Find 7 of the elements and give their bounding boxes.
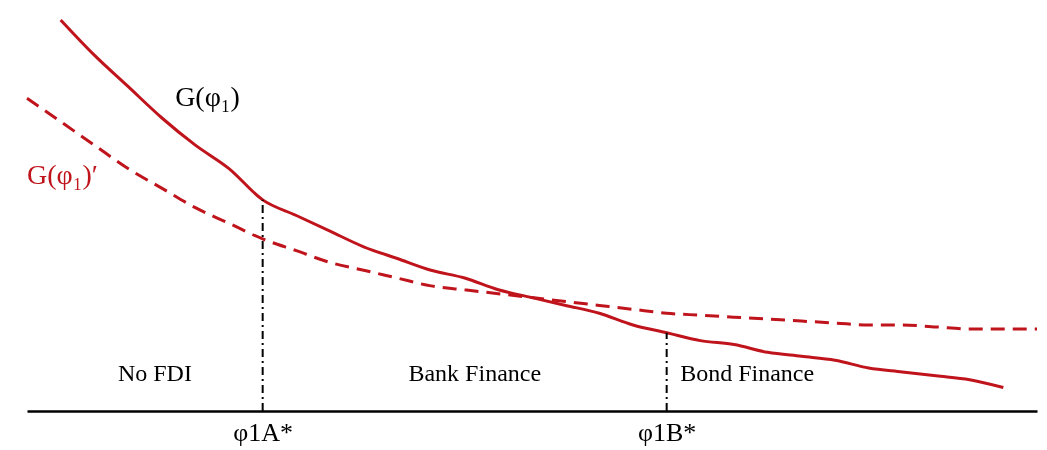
series-label: G(φ₁): [175, 81, 240, 113]
series-label: G(φ₁)′: [27, 159, 98, 191]
x-tick-label: φ1B*: [637, 417, 697, 447]
annotation: Bond Finance: [680, 359, 815, 386]
annotation: No FDI: [117, 359, 192, 386]
x-tick-label: φ1A*: [233, 417, 294, 447]
annotation: Bank Finance: [408, 359, 542, 386]
